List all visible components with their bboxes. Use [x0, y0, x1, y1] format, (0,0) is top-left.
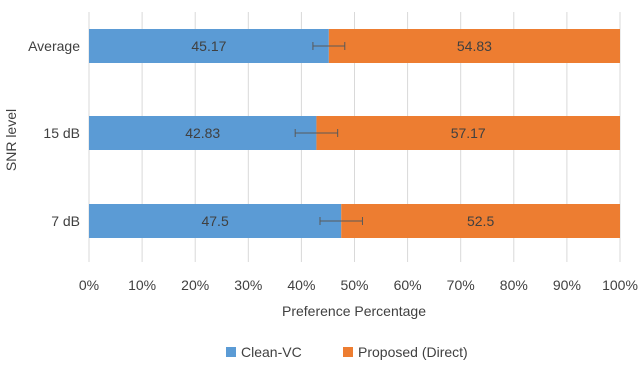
- legend-label: Proposed (Direct): [358, 344, 468, 360]
- bar-proposed-direct: [316, 116, 620, 150]
- bar-clean-vc: [89, 204, 342, 238]
- y-category-label: Average: [28, 38, 80, 54]
- y-axis-categories: Average 15 dB 7 dB: [28, 38, 80, 229]
- legend-swatch: [343, 347, 353, 357]
- y-category-label: 7 dB: [51, 213, 80, 229]
- data-labels: 45.17 54.83 42.83 57.17 47.5 52.5: [185, 38, 494, 229]
- x-tick-label: 20%: [181, 277, 209, 293]
- y-category-label: 15 dB: [43, 125, 80, 141]
- data-label: 57.17: [451, 125, 486, 141]
- x-tick-label: 10%: [128, 277, 156, 293]
- x-axis-ticks: 0% 10% 20% 30% 40% 50% 60% 70% 80% 90% 100%: [79, 277, 638, 293]
- bar-clean-vc: [89, 116, 317, 150]
- x-axis-title: Preference Percentage: [282, 303, 426, 319]
- x-tick-label: 40%: [287, 277, 315, 293]
- x-tick-label: 80%: [500, 277, 528, 293]
- data-label: 54.83: [457, 38, 492, 54]
- x-tick-label: 60%: [394, 277, 422, 293]
- bar-proposed-direct: [341, 204, 620, 238]
- legend-swatch: [226, 347, 236, 357]
- legend: Clean-VC Proposed (Direct): [226, 344, 468, 360]
- legend-label: Clean-VC: [241, 344, 302, 360]
- bars: [89, 29, 620, 238]
- x-tick-label: 100%: [602, 277, 638, 293]
- x-tick-label: 70%: [447, 277, 475, 293]
- data-label: 47.5: [201, 213, 228, 229]
- x-tick-label: 90%: [553, 277, 581, 293]
- y-axis-title: SNR level: [3, 109, 19, 171]
- x-tick-label: 50%: [340, 277, 368, 293]
- x-tick-label: 30%: [234, 277, 262, 293]
- data-label: 45.17: [191, 38, 226, 54]
- x-tick-label: 0%: [79, 277, 99, 293]
- data-label: 42.83: [185, 125, 220, 141]
- bar-clean-vc: [89, 29, 329, 63]
- data-label: 52.5: [467, 213, 494, 229]
- bar-proposed-direct: [328, 29, 620, 63]
- error-bars: [294, 42, 363, 225]
